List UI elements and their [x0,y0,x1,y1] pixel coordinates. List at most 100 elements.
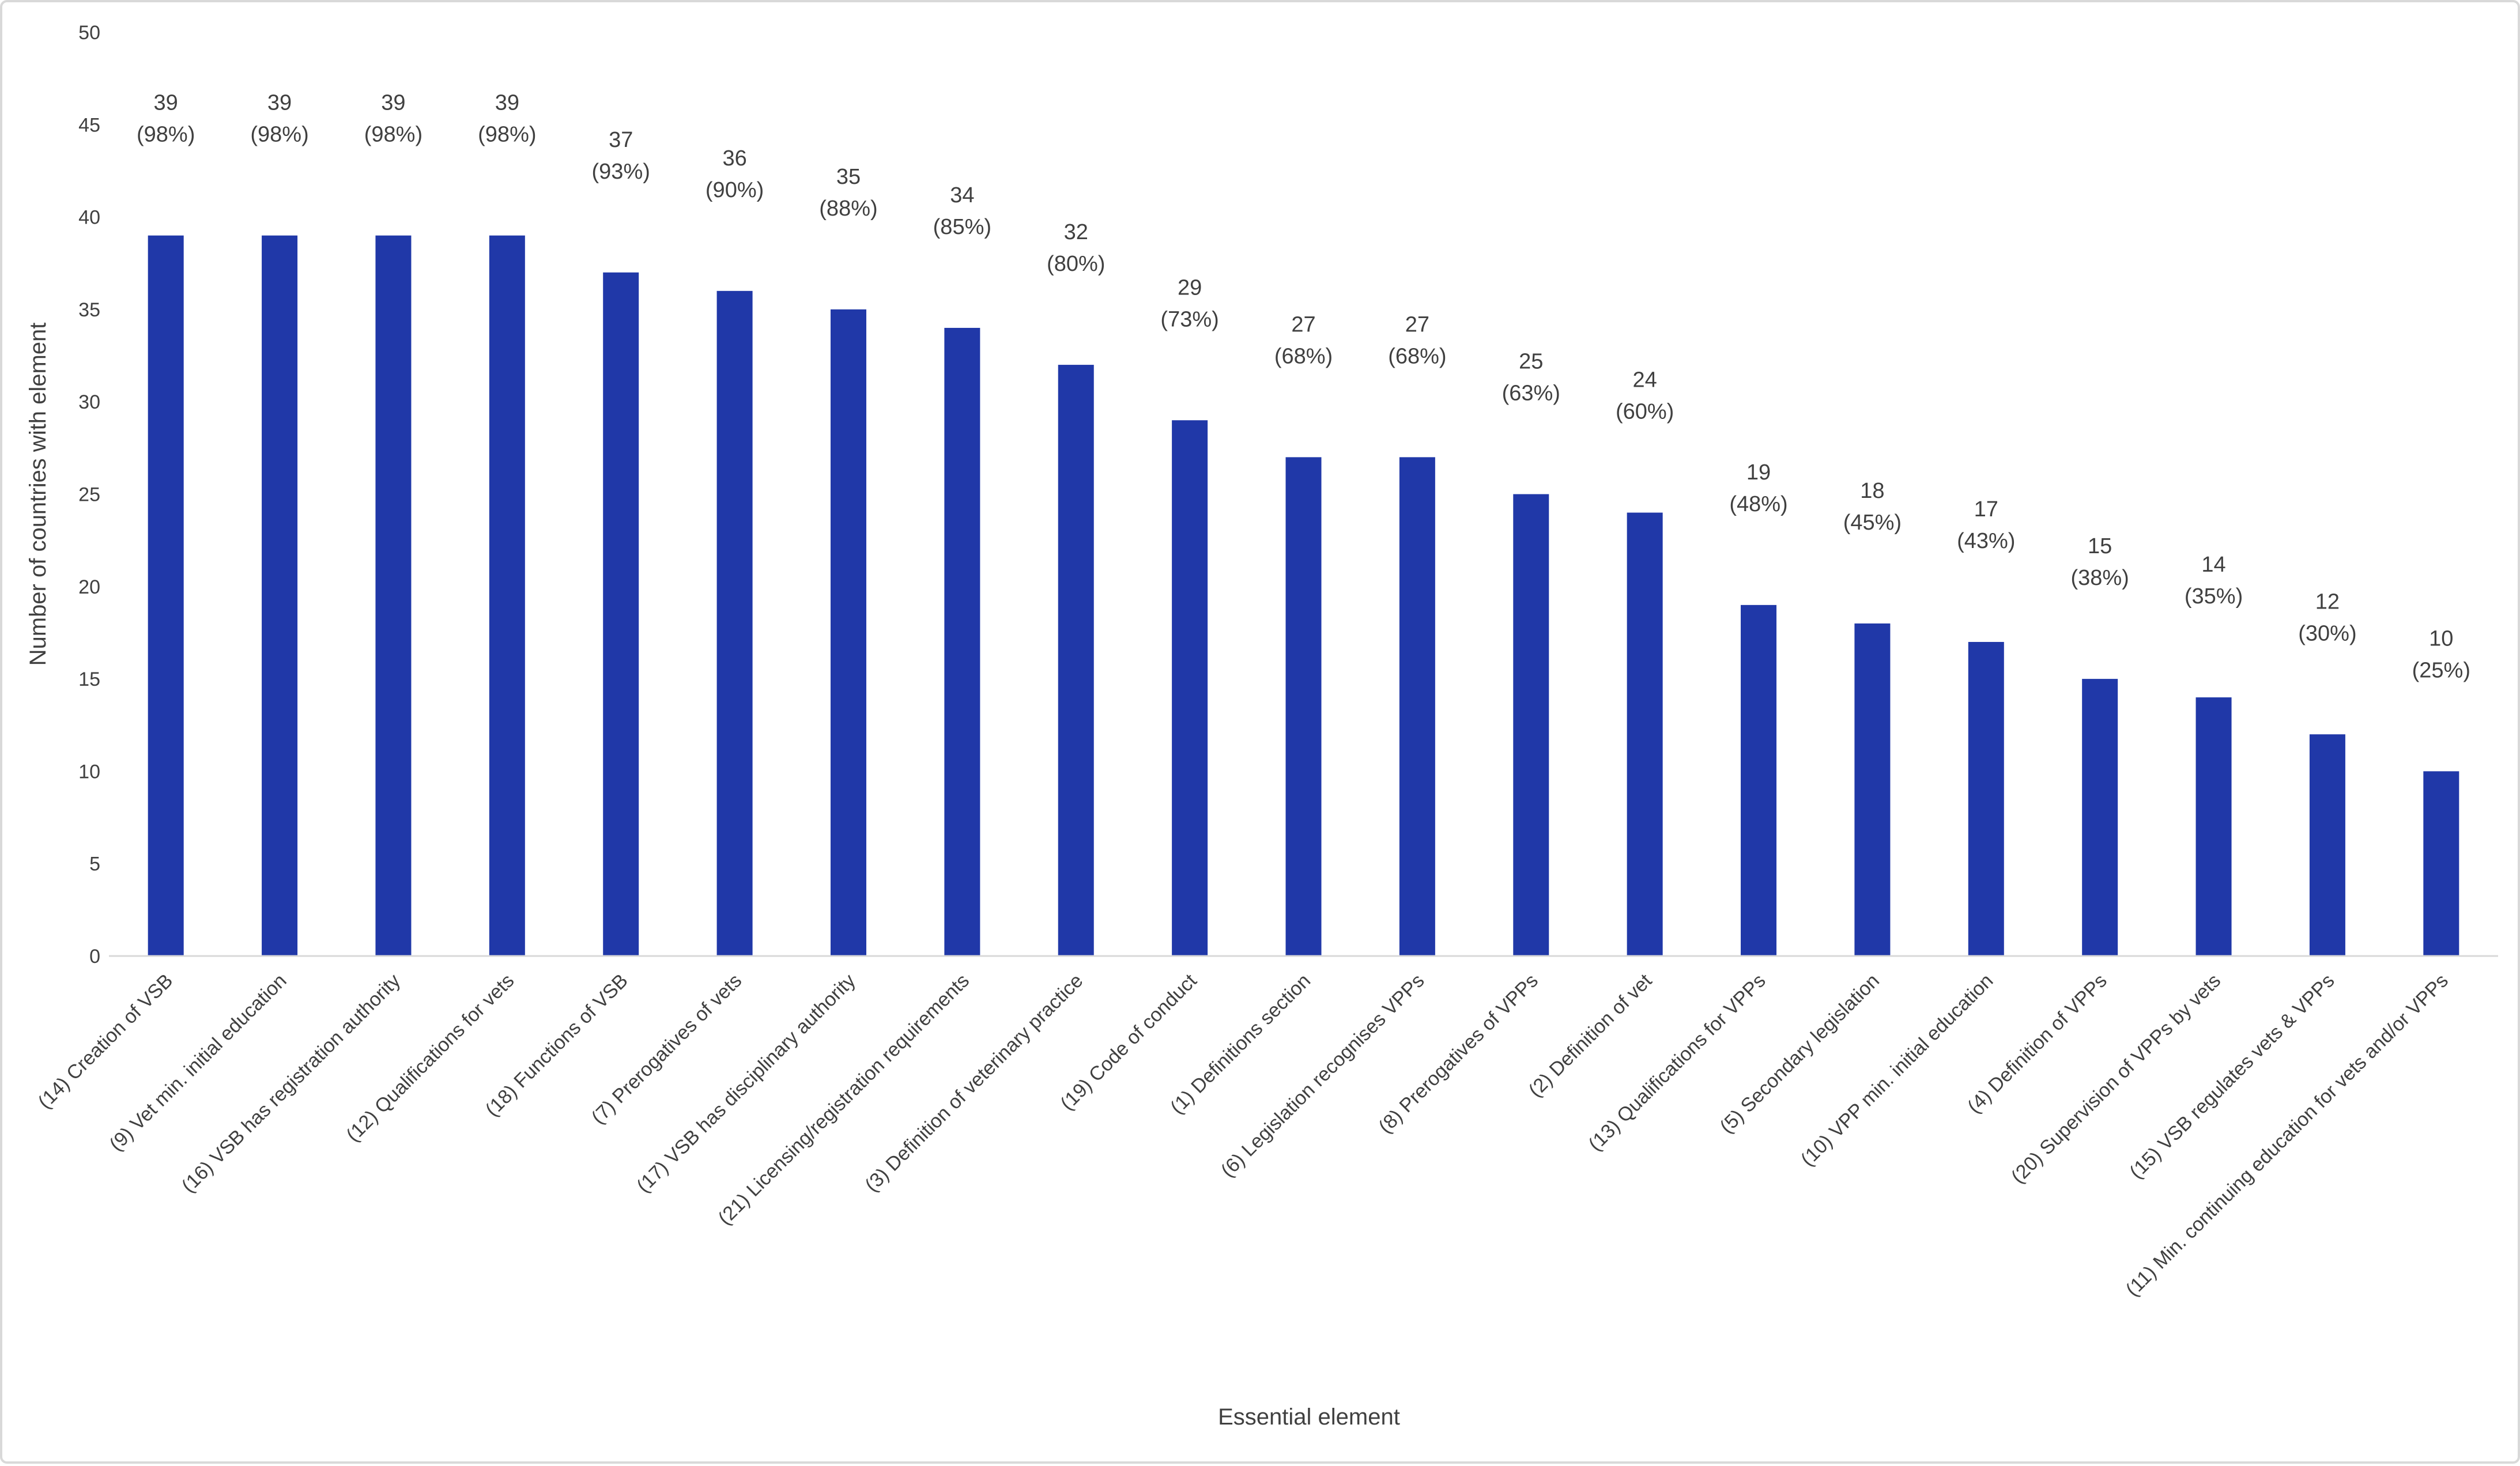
data-label-value: 17 [1974,497,1998,522]
bar [1854,623,1891,956]
data-label-value: 34 [950,183,974,207]
category-label: (16) VSB has registration authority [178,970,405,1197]
category-label: (21) Licensing/registration requirements [714,970,974,1229]
y-tick-label: 5 [89,853,100,875]
data-label-percent: (80%) [1047,252,1105,276]
bar [375,235,412,956]
x-axis-title: Essential element [1218,1404,1400,1430]
category-label: (10) VPP min. initial education [1797,970,1997,1170]
data-label-percent: (98%) [137,123,195,147]
bar [2082,679,2118,956]
data-label-percent: (73%) [1160,307,1218,331]
bar [1172,420,1208,956]
y-tick-label: 40 [78,207,100,229]
bar [2423,771,2459,956]
bar [2195,697,2232,956]
data-label-value: 18 [1860,479,1884,503]
data-label: 19 (48%) [1729,460,1787,516]
data-labels: 39 (98%) 39 (98%) 39 (98%) 39 (98%) 37 (93%) 36 (90… [137,91,2470,683]
data-label: 27 (68%) [1388,312,1446,368]
data-label-value: 29 [1178,275,1202,300]
y-axis-ticks: 0 5 10 15 20 25 30 35 40 45 50 [78,22,100,968]
y-tick-label: 45 [78,114,100,136]
data-label: 39 (98%) [478,91,536,147]
data-label-percent: (63%) [1502,381,1560,406]
y-tick-label: 25 [78,484,100,506]
y-axis-title: Number of countries with element [25,323,51,666]
bar [1513,494,1549,956]
data-label-value: 32 [1064,220,1088,244]
data-label-percent: (68%) [1388,344,1446,368]
data-label: 29 (73%) [1160,275,1218,331]
data-label-value: 27 [1405,312,1429,337]
category-labels: (14) Creation of VSB(9) Vet min. initial… [34,969,2453,1301]
data-label-percent: (45%) [1843,511,1902,535]
bar [1968,641,2004,956]
data-label: 34 (85%) [933,183,991,239]
bar [2309,734,2345,956]
data-label: 32 (80%) [1047,220,1105,276]
data-label: 24 (60%) [1616,368,1674,424]
data-label-percent: (43%) [1957,529,2015,553]
data-label-percent: (25%) [2412,658,2470,682]
data-label-value: 24 [1633,368,1657,392]
data-label: 37 (93%) [592,128,650,184]
data-label: 39 (98%) [364,91,422,147]
y-tick-label: 0 [89,946,100,968]
data-label-percent: (98%) [364,123,422,147]
y-tick-label: 15 [78,668,100,690]
data-label: 10 (25%) [2412,626,2470,682]
data-label-value: 39 [267,91,292,115]
data-label: 39 (98%) [250,91,308,147]
category-label: (3) Definition of veterinary practice [861,970,1087,1196]
data-label-value: 14 [2201,553,2225,577]
data-label-percent: (85%) [933,215,991,239]
category-label: (2) Definition of vet [1525,969,1657,1101]
bar [944,327,980,957]
data-label-value: 19 [1746,460,1771,485]
data-label: 14 (35%) [2185,553,2243,609]
bar [262,235,298,956]
data-label-value: 15 [2088,534,2112,558]
category-label: (17) VSB has disciplinary authority [632,970,859,1197]
bar [1399,457,1435,956]
data-label-value: 39 [381,91,405,115]
data-label-value: 36 [722,146,746,171]
data-label-percent: (38%) [2070,566,2129,590]
data-label-percent: (60%) [1616,400,1674,424]
data-label-percent: (98%) [478,123,536,147]
data-label: 36 (90%) [706,146,764,202]
bar [148,235,184,956]
data-label: 18 (45%) [1843,479,1902,535]
bar [716,290,753,957]
bar [489,235,525,956]
data-label: 27 (68%) [1274,312,1333,368]
data-label-value: 27 [1291,312,1315,337]
y-tick-label: 10 [78,761,100,783]
category-label: (20) Supervision of VPPs by vets [2007,970,2225,1188]
data-label: 17 (43%) [1957,497,2015,553]
y-tick-label: 35 [78,299,100,321]
bar [1285,457,1322,956]
data-label-value: 12 [2315,590,2340,614]
y-tick-label: 50 [78,22,100,44]
data-label-percent: (88%) [819,197,877,221]
data-label-percent: (90%) [706,178,764,202]
data-label-value: 39 [495,91,519,115]
data-label-value: 35 [836,165,861,189]
data-label: 15 (38%) [2070,534,2129,590]
data-label: 35 (88%) [819,165,877,221]
data-label-value: 10 [2429,626,2453,651]
bar [603,272,639,956]
bars [148,235,2459,957]
bar [1741,604,1777,956]
data-label: 25 (63%) [1502,350,1560,406]
data-label-percent: (98%) [250,123,308,147]
category-label: (15) VSB regulates vets & VPPs [2125,970,2338,1183]
data-label-percent: (93%) [592,160,650,184]
data-label: 39 (98%) [137,91,195,147]
data-label-value: 39 [154,91,178,115]
data-label-value: 25 [1519,350,1543,374]
